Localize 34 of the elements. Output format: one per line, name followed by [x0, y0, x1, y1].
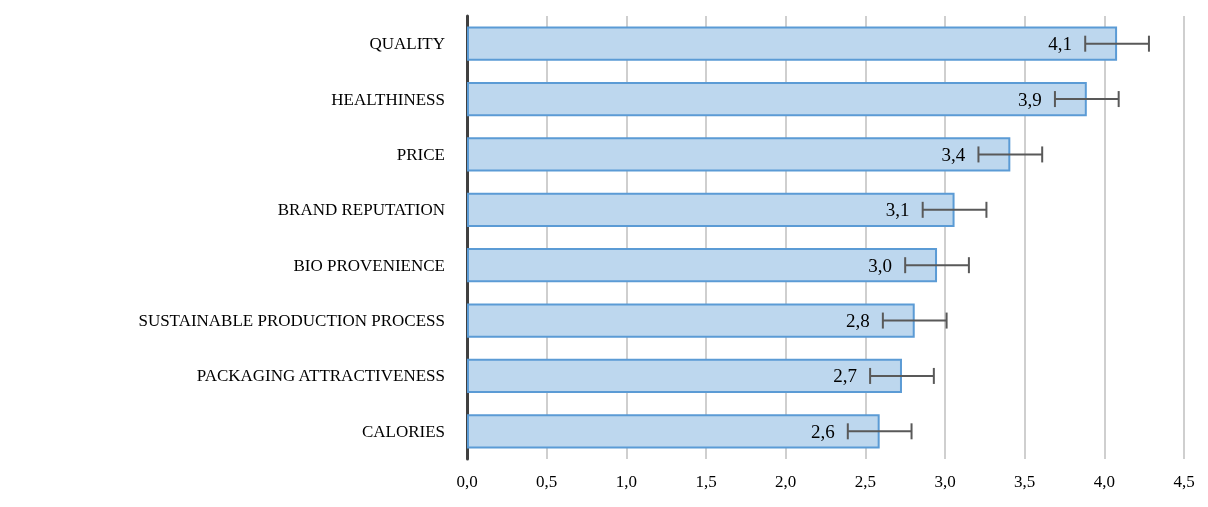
y-tick-label: QUALITY [369, 34, 445, 54]
bar [467, 414, 880, 449]
x-tick-label: 3,5 [1014, 472, 1036, 491]
x-tick-label: 0,5 [536, 472, 558, 491]
data-label: 4,1 [1048, 33, 1073, 55]
x-tick-label: 0,0 [456, 472, 478, 491]
y-tick-label: PRICE [396, 144, 445, 164]
x-tick-label: 2,0 [775, 472, 797, 491]
x-tick-label: 2,5 [854, 472, 876, 491]
data-label: 2,7 [833, 365, 857, 387]
bar [467, 137, 1011, 172]
bar [467, 26, 1118, 61]
bar [467, 192, 955, 227]
data-label: 3,1 [885, 199, 910, 221]
data-label: 3,0 [868, 254, 893, 276]
bar [467, 303, 915, 338]
y-tick-label: PACKAGING ATTRACTIVENESS [196, 366, 445, 386]
data-label: 3,9 [1018, 88, 1042, 110]
y-tick-label: HEALTHINESS [331, 89, 445, 109]
x-tick-label: 4,5 [1173, 472, 1195, 491]
data-label: 3,4 [941, 143, 966, 165]
bar [467, 358, 902, 394]
bar [467, 248, 938, 283]
x-tick-label: 4,0 [1093, 472, 1115, 491]
y-tick-label: BRAND REPUTATION [277, 200, 445, 220]
y-tick-label: BIO PROVENIENCE [293, 255, 445, 275]
data-label: 2,6 [810, 420, 835, 442]
y-tick-label: SUSTAINABLE PRODUCTION PROCESS [138, 311, 445, 331]
bar [467, 81, 1087, 117]
x-tick-label: 1,0 [615, 472, 637, 491]
y-tick-label: CALORIES [361, 421, 445, 441]
data-label: 2,8 [845, 310, 870, 332]
x-tick-label: 1,5 [695, 472, 717, 491]
x-tick-label: 3,0 [934, 472, 956, 491]
